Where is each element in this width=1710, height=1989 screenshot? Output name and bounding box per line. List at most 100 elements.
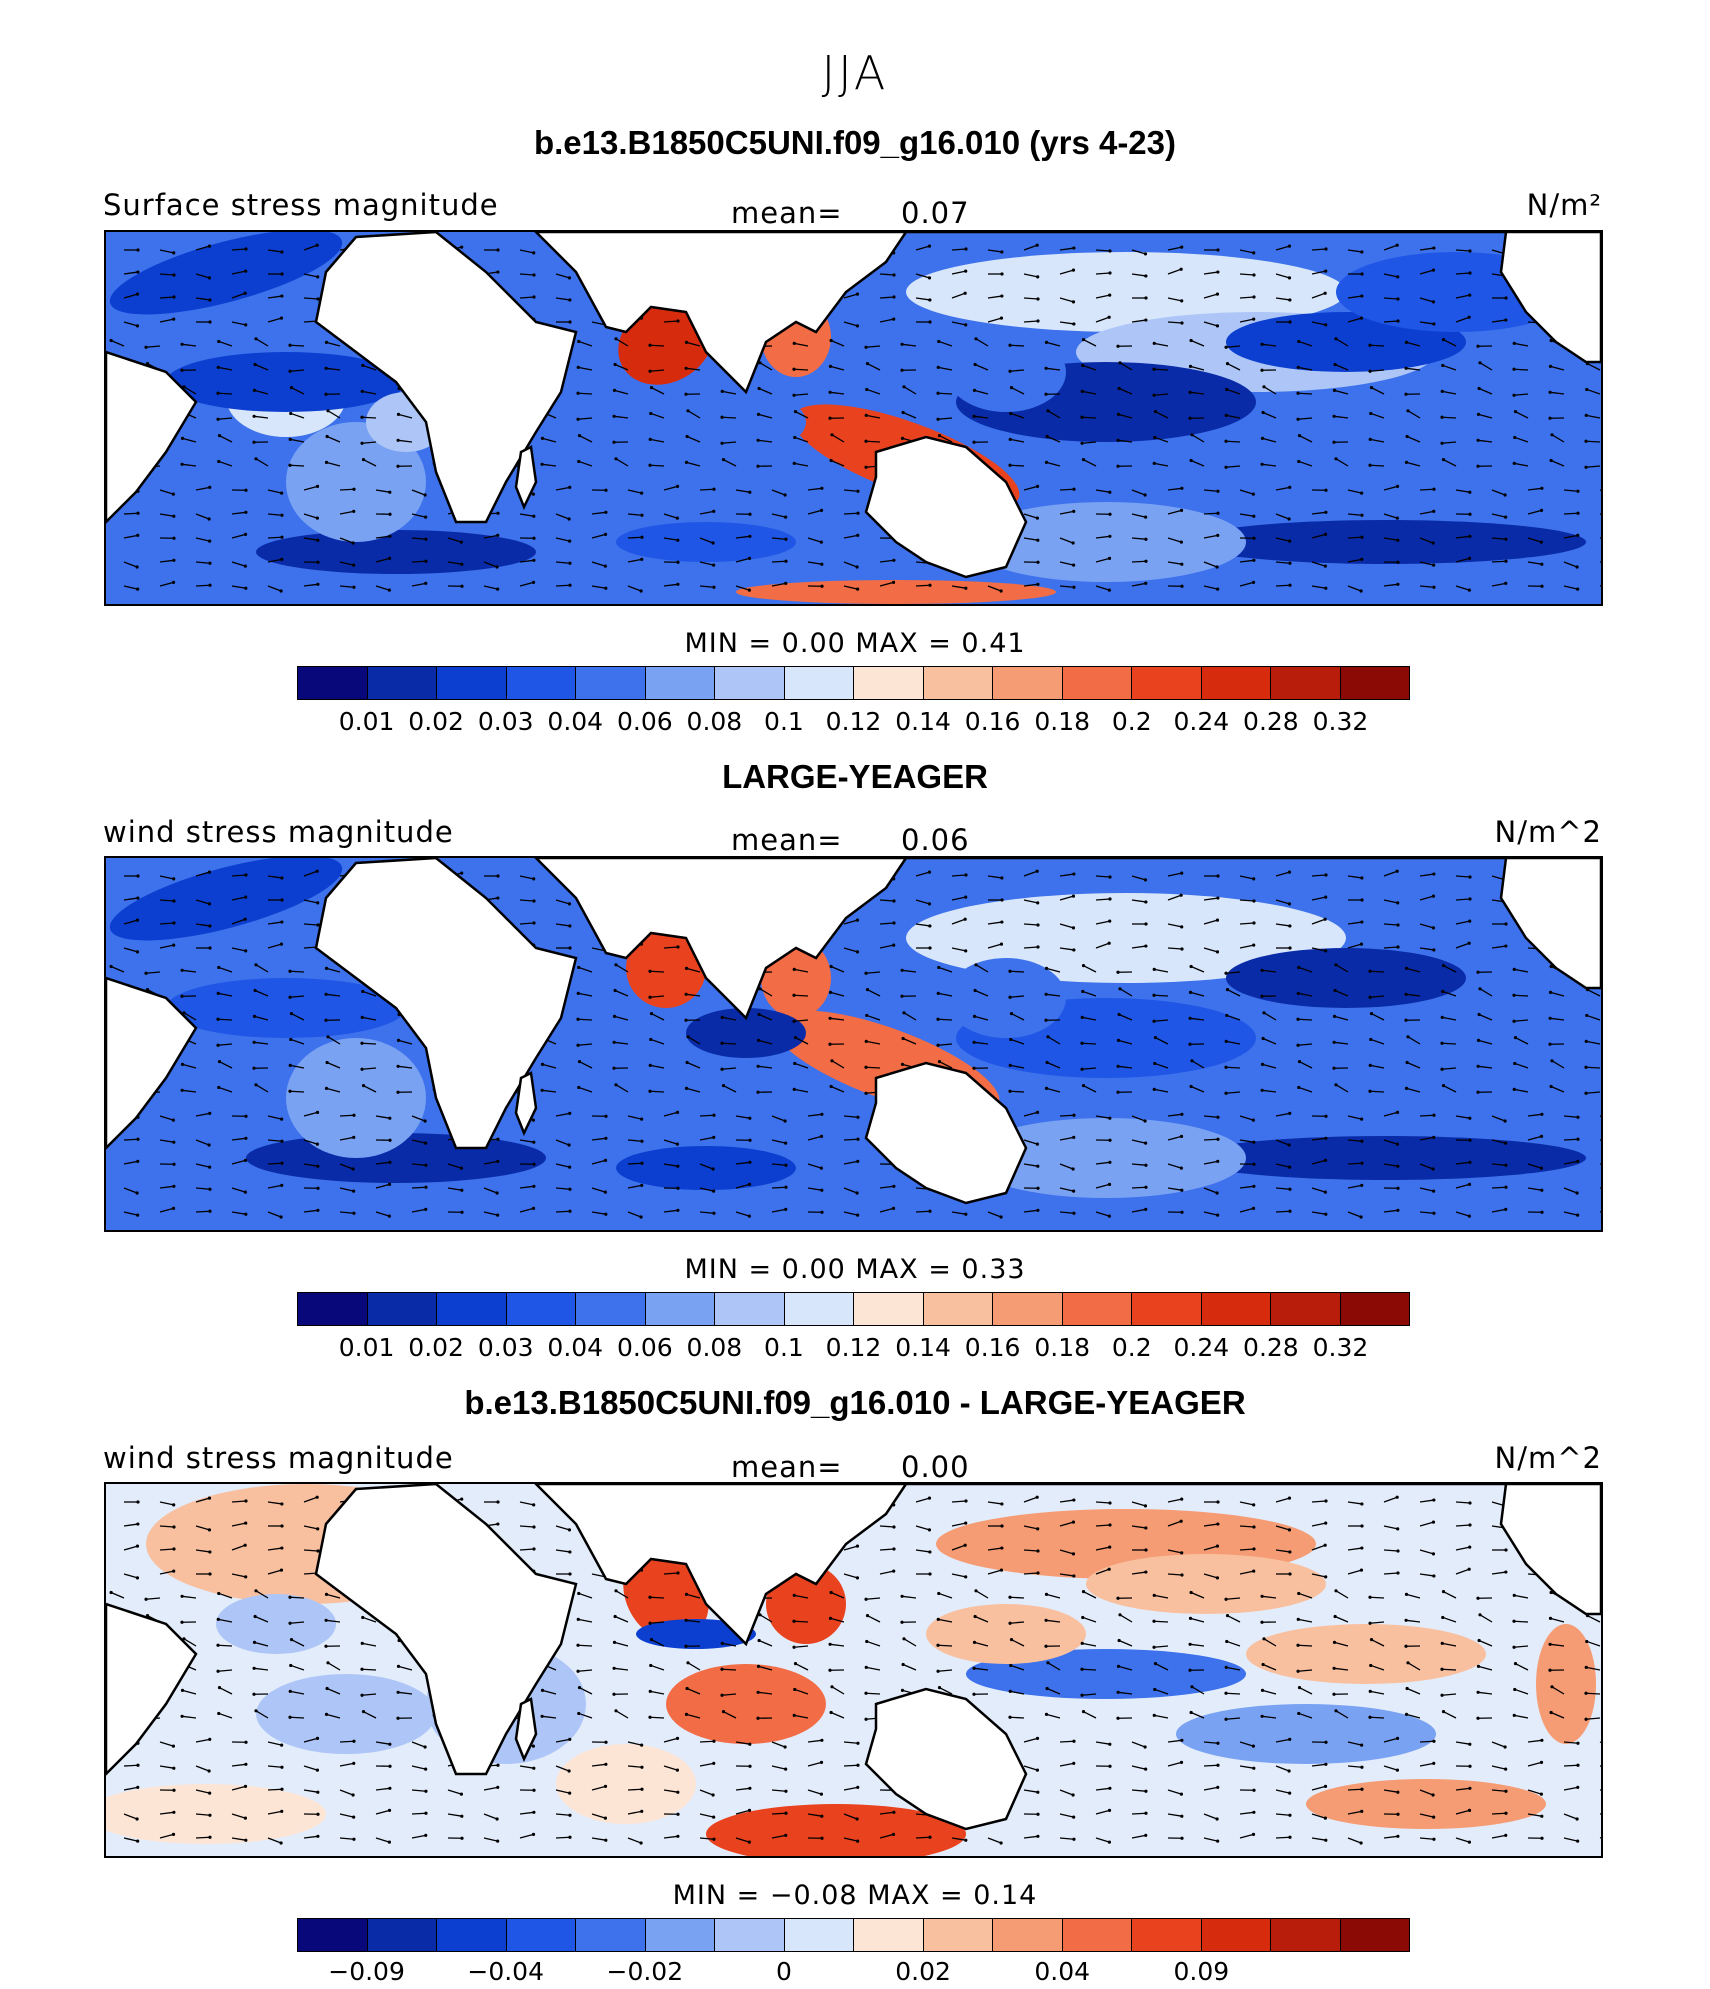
wind-vector — [686, 435, 701, 443]
wind-vector — [915, 1525, 930, 1531]
wind-vector-head — [532, 921, 536, 925]
wind-vector-head — [1261, 1662, 1265, 1667]
wind-vector — [1118, 387, 1133, 395]
wind-vector-head — [676, 1812, 680, 1816]
wind-vector-head — [316, 560, 320, 564]
wind-vector — [577, 1644, 593, 1647]
wind-vector — [1023, 583, 1038, 587]
wind-vector — [217, 417, 233, 420]
wind-vector — [555, 923, 570, 927]
wind-vector-head — [856, 533, 860, 537]
wind-vector — [1550, 1617, 1565, 1623]
wind-vector-head — [1216, 1213, 1220, 1217]
wind-vector — [483, 561, 498, 568]
wind-vector — [362, 364, 377, 371]
wind-vector-head — [1035, 1736, 1040, 1740]
wind-vector — [771, 1789, 787, 1792]
wind-vector — [1370, 412, 1385, 419]
wind-vector-head — [351, 1167, 355, 1171]
wind-vector — [1478, 1039, 1493, 1045]
wind-vector-head — [1504, 1185, 1508, 1189]
wind-vector — [615, 1590, 629, 1599]
wind-vector-head — [1180, 1836, 1184, 1840]
wind-vector-head — [937, 339, 941, 344]
wind-vector-head — [172, 1547, 176, 1551]
wind-vector-head — [927, 1528, 932, 1532]
wind-vector-head — [1540, 584, 1544, 588]
wind-vector-head — [288, 1063, 292, 1067]
wind-vector — [231, 1837, 246, 1841]
wind-vector-head — [532, 1503, 536, 1507]
wind-vector-head — [892, 1184, 896, 1188]
wind-vector-head — [1288, 561, 1292, 565]
wind-vector-head — [136, 511, 140, 515]
colorbar-tick-label: 0.16 — [964, 707, 1021, 736]
wind-vector — [339, 1789, 354, 1796]
wind-vector — [1009, 995, 1025, 998]
wind-vector-head — [1108, 1545, 1112, 1549]
wind-vector-head — [172, 899, 176, 903]
wind-vector-head — [1360, 1787, 1364, 1791]
wind-vector-head — [649, 1663, 653, 1668]
wind-vector-head — [1261, 410, 1265, 415]
wind-vector-head — [1179, 1166, 1183, 1170]
wind-vector-head — [756, 1716, 760, 1720]
wind-vector-head — [1071, 541, 1075, 545]
wind-vector-head — [1108, 919, 1112, 923]
wind-vector — [735, 1211, 750, 1217]
wind-vector-head — [686, 1661, 690, 1665]
wind-vector — [375, 557, 390, 563]
wind-vector — [771, 1812, 787, 1815]
wind-vector — [1419, 1163, 1434, 1170]
wind-vector-head — [1504, 559, 1508, 563]
wind-vector — [1239, 249, 1254, 254]
wind-vector — [1225, 465, 1241, 468]
wind-vector — [1275, 561, 1291, 564]
wind-vector-head — [676, 945, 680, 949]
wind-vector-head — [900, 368, 904, 372]
field-contour — [946, 958, 1066, 1038]
wind-vector-head — [649, 1638, 654, 1642]
wind-vector-head — [1117, 1012, 1121, 1017]
wind-vector — [1527, 537, 1542, 543]
wind-vector — [1455, 1741, 1470, 1745]
wind-vector — [1131, 1741, 1146, 1748]
wind-vector-head — [316, 1164, 320, 1168]
wind-vector-head — [1251, 1206, 1256, 1210]
wind-vector — [1263, 1012, 1277, 1021]
wind-vector — [793, 393, 809, 396]
wind-vector-head — [686, 409, 690, 413]
wind-vector — [291, 1639, 305, 1647]
wind-vector-head — [819, 540, 823, 544]
wind-vector-head — [1513, 410, 1518, 414]
wind-vector-head — [640, 513, 644, 517]
wind-vector — [1347, 1547, 1362, 1551]
wind-vector — [1586, 414, 1601, 419]
field-contour — [286, 422, 426, 542]
wind-vector-head — [1584, 465, 1588, 469]
wind-vector — [182, 463, 197, 467]
wind-vector-head — [1144, 1811, 1148, 1815]
wind-vector — [1419, 561, 1434, 566]
wind-vector — [1347, 536, 1363, 539]
wind-vector — [231, 1544, 246, 1551]
wind-vector — [1334, 1615, 1349, 1623]
colorbar-tick-label: 0.01 — [338, 707, 395, 736]
wind-vector-head — [1215, 1576, 1220, 1580]
wind-vector — [1513, 1645, 1529, 1648]
wind-vector — [975, 964, 989, 973]
wind-vector — [254, 1015, 269, 1021]
wind-vector-head — [937, 1686, 942, 1690]
wind-vector — [1406, 1687, 1421, 1695]
wind-vector — [1009, 344, 1025, 347]
wind-vector-head — [756, 438, 760, 442]
wind-vector-head — [280, 920, 284, 924]
wind-vector — [303, 485, 318, 491]
wind-vector — [614, 415, 629, 419]
wind-vector — [1010, 1690, 1025, 1695]
wind-vector — [1046, 341, 1061, 347]
wind-vector — [1441, 1668, 1457, 1671]
wind-vector — [1153, 368, 1169, 371]
wind-vector — [1383, 1496, 1398, 1503]
wind-vector-head — [1036, 1549, 1040, 1553]
